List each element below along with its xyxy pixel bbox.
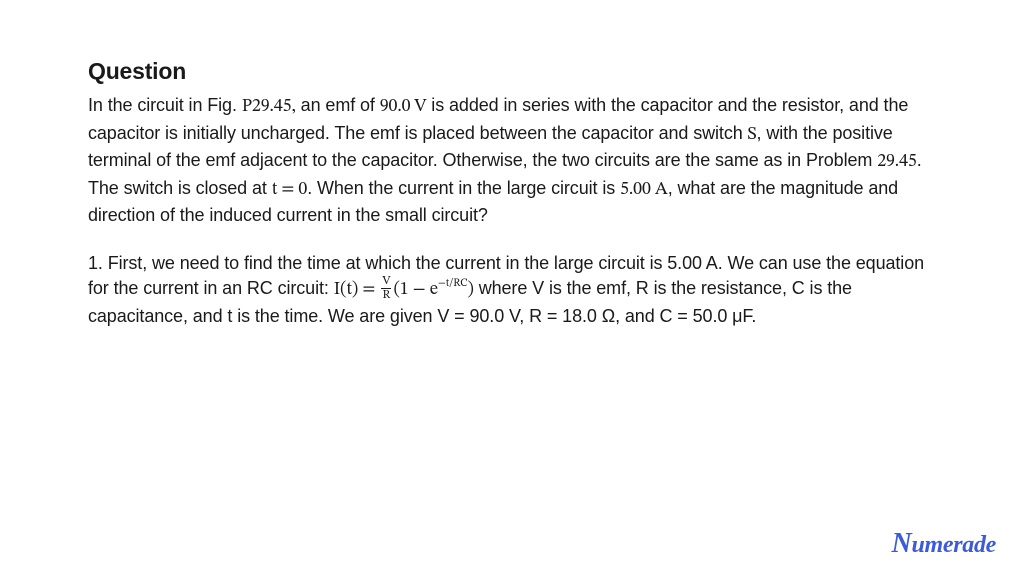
solution-step-1: 1. First, we need to find the time at wh… <box>88 251 936 330</box>
brand-rest: umerade <box>911 532 996 558</box>
text-run: In the circuit in Fig. <box>88 95 242 115</box>
math-eq-mid: (1 − e <box>393 281 438 299</box>
math-fraction: VR <box>381 275 391 301</box>
math-exponent: −t/RC <box>438 278 468 289</box>
math-problem-ref: 29.45 <box>877 153 917 171</box>
math-current: 5.00 A <box>620 181 668 199</box>
math-emf: 90.0 V <box>380 98 427 116</box>
section-gap <box>88 229 936 251</box>
question-heading: Question <box>88 58 936 85</box>
question-body: In the circuit in Fig. P29.45, an emf of… <box>88 93 936 229</box>
brand-first-letter: N <box>892 528 912 559</box>
fraction-denominator: R <box>381 289 391 302</box>
math-switch: S <box>748 126 757 144</box>
brand-logo: Numerade <box>892 528 996 560</box>
fraction-numerator: V <box>381 275 391 289</box>
math-eq-lhs: I(t) = <box>334 281 380 299</box>
math-t0: t = 0 <box>272 181 308 199</box>
math-fig-ref: P29.45, <box>242 98 296 116</box>
text-run: an emf of <box>296 95 380 115</box>
text-run: . When the current in the large circuit … <box>307 178 620 198</box>
page-container: Question In the circuit in Fig. P29.45, … <box>0 0 1024 576</box>
